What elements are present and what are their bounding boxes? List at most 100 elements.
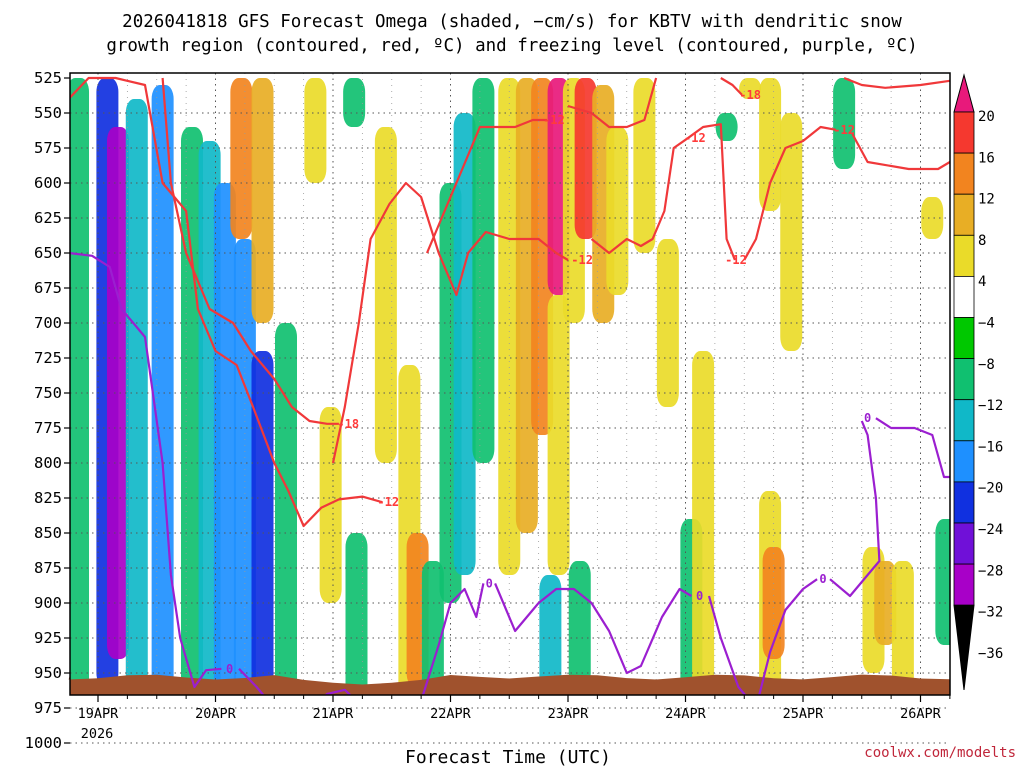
contour-layer [70,76,950,695]
colorbar-label-1: 16 [978,150,995,166]
omega-band-32 [606,127,629,295]
omega-band-8 [233,239,256,695]
omega-band-12 [251,78,274,323]
omega-band-7 [213,183,236,695]
colorbar-label-3: 8 [978,233,986,249]
y-tick-label-875: 875 [34,559,62,577]
chart-title-line-1: 2026041818 GFS Forecast Omega (shaded, −… [122,12,902,32]
freezing_level_0-contour-label-5: 0 [864,411,871,425]
omega-band-2 [106,127,129,659]
x-tick-label-7: 26APR [900,706,942,722]
omega-band-45 [833,78,856,169]
credit-text: coolwx.com/modelts [864,745,1016,761]
omega-band-36 [656,239,679,407]
colorbar-swatch-7 [953,358,975,401]
colorbar-label-6: −8 [978,357,995,373]
dgz_minus12-contour-line-6 [851,133,950,171]
omega-band-41 [759,78,782,211]
x-tick-label-2: 21APR [313,706,355,722]
y-tick-label-975: 975 [34,699,62,717]
y-tick-label-1000: 1000 [25,734,62,752]
omega-band-24 [498,78,521,575]
omega-band-39 [715,113,738,141]
omega-band-34 [568,561,591,687]
y-tick-label-625: 625 [34,209,62,227]
x-tick-label-4: 23APR [548,706,590,722]
dgz_minus18-contour-line-2 [843,76,950,89]
omega-band-44 [780,113,803,351]
y-tick-label-950: 950 [34,664,62,682]
colorbar-swatch-8 [953,399,975,442]
omega-band-48 [891,561,914,695]
omega-band-28 [547,295,570,575]
dgz_minus12-contour-label-3: -12 [684,131,706,145]
dgz_minus12-contour-line-5 [743,125,837,261]
freezing_level_0-contour-line-3 [494,582,692,675]
colorbar-label-13: −36 [978,646,1003,662]
omega-band-30 [574,78,597,239]
colorbar-swatch-9 [953,440,975,483]
freezing_level_0-contour-line-1 [238,668,352,695]
omega-band-16 [343,78,366,127]
chart-title-line-2: growth region (contoured, red, ºC) and f… [106,36,917,56]
y-tick-label-600: 600 [34,174,62,192]
colorbar-swatch-4 [953,234,975,277]
freezing_level_0-contour-label-3: 0 [696,589,703,603]
y-tick-label-775: 775 [34,419,62,437]
x-tick-label-0: 19APR [78,706,120,722]
y-tick-label-550: 550 [34,104,62,122]
colorbar-label-10: −24 [978,522,1003,538]
colorbar-swatch-6 [953,317,975,359]
dgz_minus12-contour-line-4 [590,123,736,261]
x-axis-year-label: 2026 [81,726,114,742]
omega-band-20 [421,561,444,695]
omega-band-38 [692,351,715,695]
plot-frame [69,72,951,696]
y-tick-label-700: 700 [34,314,62,332]
dgz_minus12-contour-label-1: -12 [571,253,593,267]
freezing_level_0-contour-line-4 [707,578,818,695]
dgz_minus12-contour-label-4: -12 [725,253,747,267]
colorbar-swatch-3 [953,193,975,236]
freezing_level_0-contour-line-2 [421,583,485,695]
y-axis: 525 550 575 600 625 650 675 700 725 750 775 800 825 8… [25,69,70,752]
colorbar-label-0: 20 [978,109,995,125]
terrain-surface [68,674,951,695]
terrain-layer [68,674,951,695]
x-tick-label-1: 20APR [195,706,237,722]
dgz_minus12-contour-label-5: -12 [833,123,855,137]
y-tick-label-725: 725 [34,349,62,367]
colorbar-bottom-arrow [953,604,975,691]
dgz_minus18-contour-label-0: -18 [337,417,359,431]
y-tick-label-575: 575 [34,139,62,157]
dgz_minus12-contour-label-0: -12 [377,495,399,509]
y-tick-label-650: 650 [34,244,62,262]
y-tick-label-825: 825 [34,489,62,507]
colorbar-label-4: 4 [978,274,986,290]
colorbar-swatch-1 [953,111,975,154]
omega-band-22 [453,113,476,575]
contour-labels-layer: -12 -12 -12 -12 -12 -12 -18 -18 0 0 0 0 0 [226,88,871,676]
omega-band-40 [739,78,762,99]
dgz_minus12-contour-line-3 [567,77,658,129]
y-tick-label-850: 850 [34,524,62,542]
omega-band-11 [230,78,253,239]
colorbar-label-7: −12 [978,398,1003,414]
y-tick-label-525: 525 [34,69,62,87]
dgz_minus18-contour-line-0 [161,77,339,425]
y-tick-label-800: 800 [34,454,62,472]
freezing_level_0-contour-label-2: 0 [486,576,493,590]
freezing_level_0-contour-label-4: 0 [819,572,826,586]
y-tick-label-900: 900 [34,594,62,612]
colorbar-label-12: −32 [978,605,1003,621]
y-tick-label-675: 675 [34,279,62,297]
colorbar-swatch-2 [953,152,975,195]
colorbar-label-2: 12 [978,192,995,208]
dgz_minus18-contour-label-1: -18 [739,88,761,102]
omega-band-49 [921,197,944,239]
freezing_level_0-contour-line-0 [70,252,222,689]
y-tick-label-925: 925 [34,629,62,647]
x-tick-label-5: 24APR [665,706,707,722]
colorbar-label-9: −20 [978,481,1003,497]
